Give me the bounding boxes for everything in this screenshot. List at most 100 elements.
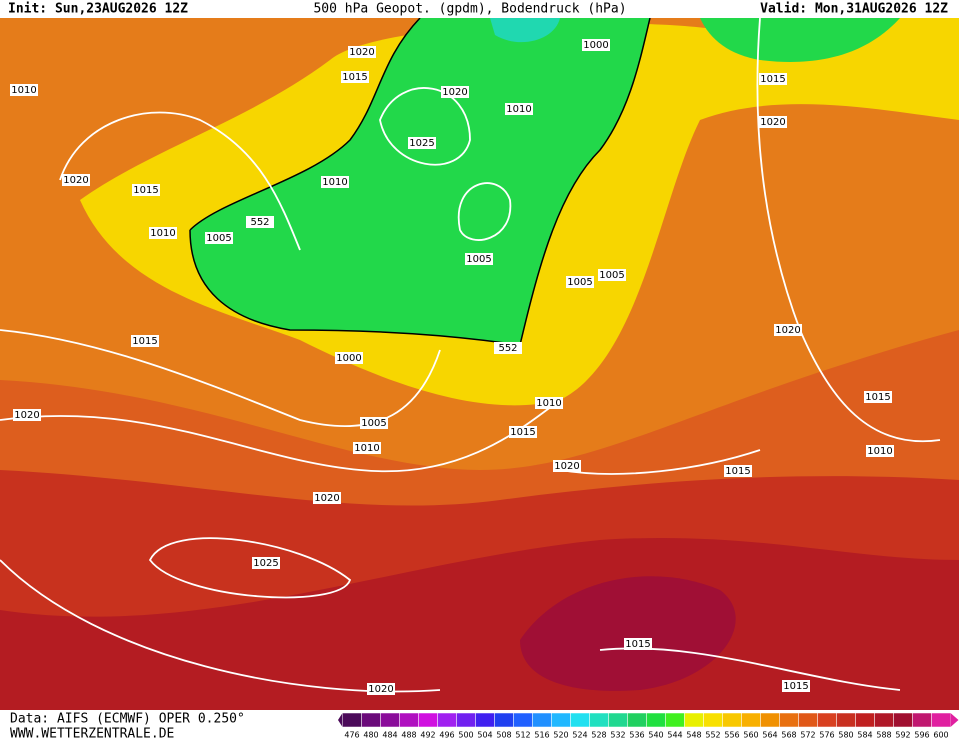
legend-label: 584 <box>857 731 872 740</box>
legend-swatch <box>494 712 514 728</box>
legend-swatch <box>380 712 400 728</box>
legend-swatch <box>684 712 704 728</box>
isobar-label: 1010 <box>11 85 36 96</box>
isobar-label-box <box>509 426 537 438</box>
legend-swatch <box>532 712 552 728</box>
isobar-label: 1020 <box>63 175 88 186</box>
isobar-label: 1020 <box>760 117 785 128</box>
legend-label: 532 <box>610 731 625 740</box>
isobar-label: 1005 <box>567 277 592 288</box>
field-cyan <box>490 18 560 43</box>
field-green-ne <box>700 18 900 62</box>
isobar-labels: 1020 1015 1010 1020 1010 1000 1015 1025 1020 1010… <box>10 39 894 695</box>
legend-label: 528 <box>591 731 606 740</box>
isobar-label-box <box>335 352 363 364</box>
isobar-label: 1015 <box>132 336 157 347</box>
valid-time: Valid: Mon,31AUG2026 12Z <box>760 2 948 17</box>
legend-label: 512 <box>515 731 530 740</box>
isobar-label: 1020 <box>14 410 39 421</box>
isobar-label-box <box>321 176 349 188</box>
init-time: Init: Sun,23AUG2026 12Z <box>8 2 188 17</box>
legend-label: 600 <box>933 731 948 740</box>
isobar-label: 1010 <box>354 443 379 454</box>
isobar-label: 1015 <box>133 185 158 196</box>
legend-swatch <box>589 712 609 728</box>
isobar-label: 1000 <box>583 40 608 51</box>
isobar-label: 1015 <box>342 72 367 83</box>
isobar <box>0 329 441 428</box>
legend-label: 492 <box>420 731 435 740</box>
isobar-label-box <box>494 342 522 354</box>
legend-label: 476 <box>344 731 359 740</box>
legend-swatch <box>893 712 913 728</box>
legend-label: 488 <box>401 731 416 740</box>
legend-swatch <box>342 712 362 728</box>
legend-swatch <box>418 712 438 728</box>
isobar <box>148 537 352 599</box>
isobar-label-box <box>132 184 160 196</box>
legend-label: 548 <box>686 731 701 740</box>
isobar <box>379 87 471 166</box>
legend-swatch <box>760 712 780 728</box>
legend-swatch <box>456 712 476 728</box>
isobar-label: 1010 <box>150 228 175 239</box>
isobar-label: 552 <box>498 343 517 354</box>
isobar-label-box <box>774 324 802 336</box>
isobar-label: 1020 <box>314 493 339 504</box>
isobar-label: 1010 <box>536 398 561 409</box>
isobar-label-box <box>505 103 533 115</box>
isobar <box>457 182 512 241</box>
legend-label: 568 <box>781 731 796 740</box>
legend-label: 576 <box>819 731 834 740</box>
isobar-label-box <box>759 73 787 85</box>
legend-label: 508 <box>496 731 511 740</box>
legend-swatch <box>608 712 628 728</box>
isobar-label-box <box>724 465 752 477</box>
isobar-label-box <box>131 335 159 347</box>
legend-label: 504 <box>477 731 492 740</box>
legend-label: 564 <box>762 731 777 740</box>
legend-label: 592 <box>895 731 910 740</box>
legend-swatch <box>836 712 856 728</box>
isobar-label: 1020 <box>349 47 374 58</box>
legend-swatch <box>646 712 666 728</box>
legend-swatch <box>665 712 685 728</box>
legend-swatch <box>817 712 837 728</box>
isobar-label-box <box>10 84 38 96</box>
legend-swatch <box>703 712 723 728</box>
legend-label: 500 <box>458 731 473 740</box>
isobar-label-box <box>313 492 341 504</box>
legend-label: 596 <box>914 731 929 740</box>
isobar-label-box <box>582 39 610 51</box>
field-crimson <box>520 576 736 691</box>
isobar-label: 1010 <box>506 104 531 115</box>
isobar <box>559 449 761 475</box>
isobar-label-box <box>759 116 787 128</box>
isobar <box>59 111 301 251</box>
isobar-label-box <box>624 638 652 650</box>
isobar-label: 1010 <box>867 446 892 457</box>
isobar-label-box <box>13 409 41 421</box>
isobar-label-box <box>465 253 493 265</box>
isobar-label: 1005 <box>206 233 231 244</box>
isobar-label-box <box>553 460 581 472</box>
legend-label: 520 <box>553 731 568 740</box>
isobar-label-box <box>62 174 90 186</box>
legend-label: 496 <box>439 731 454 740</box>
legend-swatch <box>513 712 533 728</box>
isobar-label-box <box>864 391 892 403</box>
isobar-label-box <box>566 276 594 288</box>
isobar-label: 1005 <box>361 418 386 429</box>
legend-label: 544 <box>667 731 682 740</box>
legend-swatch <box>570 712 590 728</box>
legend-label: 524 <box>572 731 587 740</box>
legend-swatch <box>475 712 495 728</box>
legend-swatch <box>741 712 761 728</box>
legend-swatch <box>912 712 932 728</box>
legend-swatch <box>437 712 457 728</box>
isobar-label: 1015 <box>725 466 750 477</box>
isobar-label: 1015 <box>760 74 785 85</box>
isobar-label-box <box>341 71 369 83</box>
isobar-label-box <box>535 397 563 409</box>
isobar-label-box <box>360 417 388 429</box>
